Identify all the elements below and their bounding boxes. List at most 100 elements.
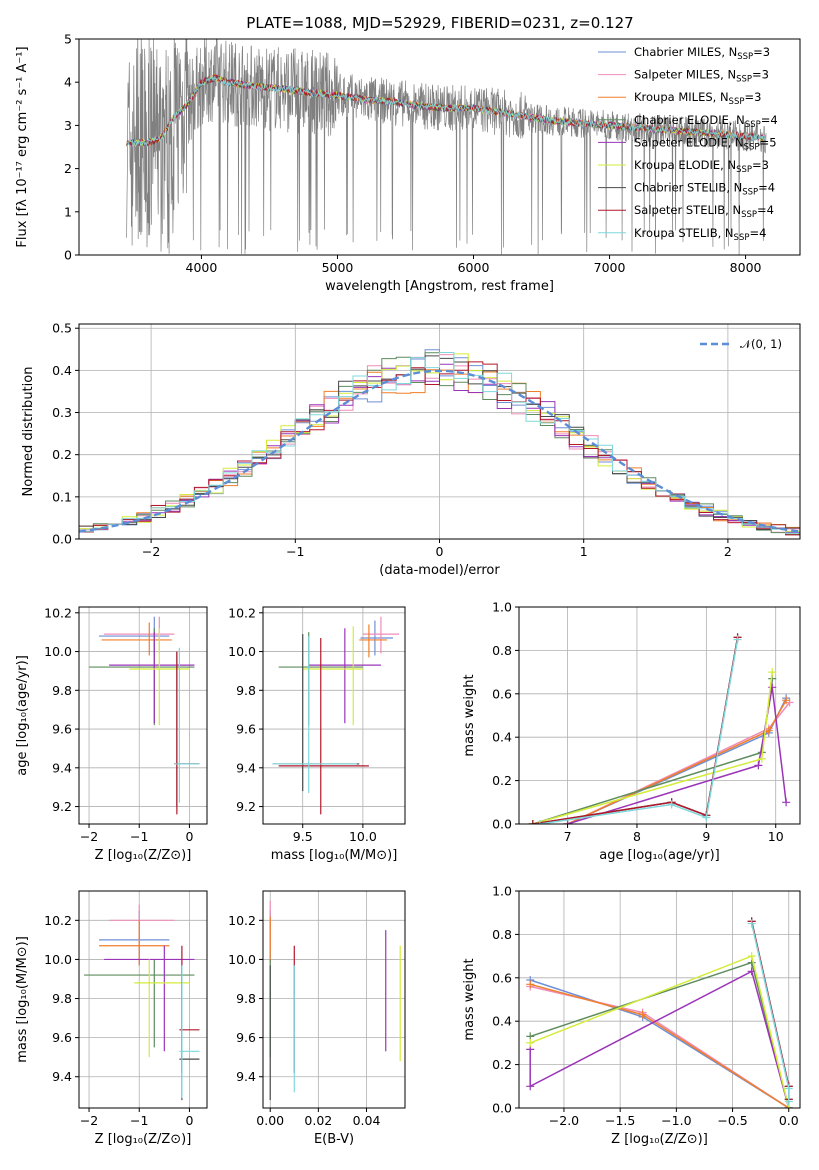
axes-age_vs_mass: 9.5 10.0 9.2 9.4 9.6 9.8 10.0 10.2 mass [log₁₀(M… bbox=[228, 605, 406, 863]
x-axis-label: Z [log₁₀(Z/Z⊙)] bbox=[95, 848, 192, 863]
weight-marker bbox=[638, 1010, 647, 1019]
legend-eq: =3 bbox=[744, 90, 761, 104]
plot-area-weight_vs_age bbox=[528, 633, 794, 824]
legend-sub: SSP bbox=[734, 233, 750, 243]
y-tick-label: 1 bbox=[64, 204, 72, 219]
x-tick-label: 1 bbox=[580, 544, 588, 559]
y-axis-label: mass weight bbox=[462, 674, 477, 756]
legend-label: Salpeter STELIB, N bbox=[634, 203, 741, 217]
y-tick-label: 0.4 bbox=[52, 363, 72, 378]
y-tick-label: 0.4 bbox=[492, 1014, 512, 1029]
weight-marker bbox=[563, 820, 572, 824]
axes-frame bbox=[78, 323, 801, 540]
y-tick-label: 5 bbox=[64, 32, 72, 47]
plot-area-age_vs_Z bbox=[89, 616, 200, 815]
y-tick-label: 0.1 bbox=[52, 489, 72, 504]
y-axis-label: mass weight bbox=[462, 958, 477, 1040]
legend-entry: Kroupa MILES, NSSP=3 bbox=[634, 90, 761, 107]
panel-age_vs_Z: −2 −1 0 9.2 9.4 9.6 9.8 10.0 10.2 Z [log₁₀(Z/Z⊙)]… bbox=[15, 605, 208, 863]
y-tick-label: 0.2 bbox=[492, 773, 512, 788]
weight-marker bbox=[667, 800, 676, 809]
legend-label: Kroupa MILES, N bbox=[634, 90, 729, 104]
weight-marker bbox=[768, 683, 777, 692]
x-tick-label: 0.0 bbox=[779, 1113, 799, 1128]
legend-entry: Kroupa ELODIE, NSSP=3 bbox=[634, 158, 769, 175]
x-tick-label: 0.02 bbox=[304, 1113, 332, 1128]
plot-area-residuals bbox=[79, 349, 800, 537]
weight-line bbox=[539, 639, 739, 824]
y-tick-label: 9.6 bbox=[52, 1030, 72, 1045]
legend-sub: SSP bbox=[736, 165, 752, 175]
y-tick-label: 9.6 bbox=[236, 1030, 256, 1045]
errorbar-chabrier-miles bbox=[360, 620, 393, 656]
errorbar-salpeter-miles bbox=[109, 904, 175, 950]
weight-marker bbox=[747, 952, 756, 961]
y-tick-label: 0.0 bbox=[492, 1101, 512, 1116]
x-axis-label: (data-model)/error bbox=[379, 563, 500, 578]
y-tick-label: 10.2 bbox=[44, 605, 72, 620]
panel-weight_vs_Z: −2.0 −1.5 −1.0 −0.5 0.0 0.0 0.2 0.4 0.6 0.8 1.0 Z [… bbox=[462, 884, 801, 1147]
weight-marker bbox=[782, 696, 791, 705]
x-axis-label: Z [log₁₀(Z/Z⊙)] bbox=[95, 1132, 192, 1147]
errorbar-kroupa-stelib bbox=[174, 647, 200, 803]
x-tick-label: −2 bbox=[142, 544, 160, 559]
weight-marker bbox=[528, 820, 537, 824]
weight-line bbox=[532, 637, 739, 824]
axes-mass_vs_EBV: 0.00 0.02 0.04 9.4 9.6 9.8 10.0 10.2 E(B-V) bbox=[228, 890, 406, 1147]
observed-spectrum bbox=[126, 39, 767, 255]
y-tick-label: 0.0 bbox=[52, 532, 72, 547]
legend-label: Kroupa STELIB, N bbox=[634, 226, 734, 240]
legend-label: Salpeter ELODIE, N bbox=[634, 135, 744, 149]
errorbar-salpeter-elodie bbox=[308, 628, 381, 724]
y-tick-label: 10.0 bbox=[228, 952, 256, 967]
weight-line bbox=[530, 983, 790, 1108]
panel-residuals: −2 −1 0 1 2 0.0 0.1 0.2 0.3 0.4 0.5 (data-model)/er… bbox=[21, 321, 801, 578]
legend-label: Chabrier MILES, N bbox=[634, 45, 737, 59]
y-tick-label: 1.0 bbox=[492, 600, 512, 615]
axes-weight_vs_Z: −2.0 −1.5 −1.0 −0.5 0.0 0.0 0.2 0.4 0.6 0.8 1.0 Z [… bbox=[462, 884, 801, 1147]
axes-weight_vs_age: 7 8 9 10 0.0 0.2 0.4 0.6 0.8 1.0 age [log₁₀(age/yr… bbox=[462, 600, 801, 863]
legend-entry: Chabrier STELIB, NSSP=4 bbox=[634, 181, 775, 198]
weight-line bbox=[750, 923, 790, 1102]
plot-area-weight_vs_Z bbox=[526, 917, 793, 1108]
errorbar-salpeter-stelib bbox=[174, 651, 200, 815]
legend-sub: SSP bbox=[744, 142, 760, 152]
errorbar-kroupa-stelib bbox=[179, 965, 200, 1099]
y-axis-label: mass [log₁₀(M/M⊙)] bbox=[15, 936, 30, 1063]
y-tick-label: 9.2 bbox=[236, 799, 256, 814]
x-tick-label: 0 bbox=[185, 829, 193, 844]
legend-entry: Salpeter MILES, NSSP=3 bbox=[634, 68, 769, 85]
y-axis-label: Normed distribution bbox=[21, 367, 36, 497]
grid-mass_vs_Z bbox=[79, 891, 207, 1108]
x-tick-label: 9 bbox=[702, 829, 710, 844]
errorbar-kroupa-miles bbox=[101, 622, 172, 656]
x-axis-label: age [log₁₀(age/yr)] bbox=[599, 848, 720, 863]
y-tick-label: 9.8 bbox=[236, 991, 256, 1006]
weight-marker bbox=[754, 761, 763, 770]
plot-area-age_vs_mass bbox=[272, 616, 399, 815]
y-tick-label: 0.6 bbox=[492, 686, 512, 701]
weight-marker bbox=[535, 820, 544, 824]
y-axis-label: age [log₁₀(age/yr)] bbox=[15, 655, 30, 776]
model-kroupa-stelib bbox=[126, 75, 767, 148]
y-tick-label: 9.4 bbox=[52, 760, 72, 775]
legend-entry: Chabrier MILES, NSSP=3 bbox=[634, 45, 770, 62]
grid-weight_vs_age bbox=[519, 606, 800, 825]
residual-histogram-kroupa-stelib bbox=[79, 352, 800, 534]
weight-series-chabrier-miles bbox=[526, 975, 793, 1108]
x-tick-label: 5000 bbox=[322, 260, 354, 275]
x-tick-label: 6000 bbox=[458, 260, 490, 275]
grid-mass_vs_EBV bbox=[263, 891, 405, 1108]
x-axis-label: E(B-V) bbox=[314, 1132, 354, 1147]
axes-frame bbox=[518, 890, 801, 1109]
legend-label: Chabrier ELODIE, N bbox=[634, 113, 745, 127]
weight-line bbox=[567, 702, 791, 824]
errorbar-kroupa-miles bbox=[99, 920, 170, 966]
weight-marker bbox=[784, 1097, 793, 1106]
axes-frame bbox=[262, 890, 406, 1109]
weight-marker bbox=[782, 798, 791, 807]
y-tick-label: 10.0 bbox=[44, 644, 72, 659]
y-tick-label: 0.0 bbox=[492, 817, 512, 832]
axes-frame bbox=[78, 38, 801, 256]
weight-series-salpeter-elodie bbox=[526, 967, 793, 1108]
